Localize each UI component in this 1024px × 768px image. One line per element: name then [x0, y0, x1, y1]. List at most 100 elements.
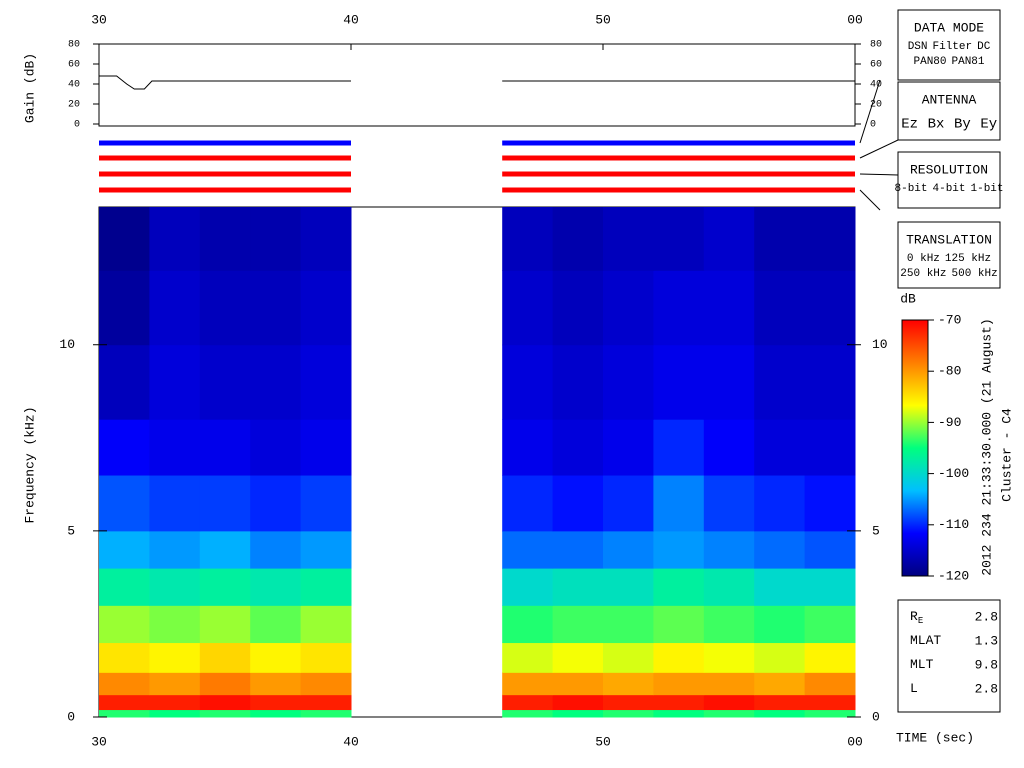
heatmap-cell [149, 207, 201, 271]
heatmap-cell [552, 694, 604, 711]
heatmap-cell [250, 568, 302, 606]
mode-bar [99, 187, 351, 193]
x-tick-label: 00 [847, 12, 863, 27]
legend-title: TRANSLATION [906, 232, 992, 247]
heatmap-cell [149, 530, 201, 569]
ephemeris-sub: E [918, 616, 923, 626]
legend-item: Bx [928, 117, 945, 133]
mode-bar [99, 140, 351, 146]
x-tick-label: 30 [91, 12, 107, 27]
heatmap-cell [199, 530, 251, 569]
ephemeris-value: 2.8 [975, 681, 998, 696]
heatmap-cell [603, 694, 654, 711]
frequency-axis-label: Frequency (kHz) [22, 406, 37, 523]
heatmap-cell [250, 419, 302, 476]
heatmap-cell [502, 709, 554, 718]
heatmap-cell [552, 207, 604, 271]
legend-item: DSN [908, 41, 928, 53]
heatmap-cell [149, 694, 201, 711]
heatmap-cell [603, 642, 654, 673]
heatmap-cell [300, 672, 352, 696]
heatmap-cell [199, 642, 251, 673]
mode-bar [502, 187, 855, 193]
heatmap-cell [653, 694, 705, 711]
heatmap-cell [99, 344, 150, 420]
heatmap-cell [199, 207, 251, 271]
heatmap-cell [99, 270, 150, 346]
heatmap-cell [199, 709, 251, 718]
arrow [859, 139, 899, 159]
heatmap-cell [754, 709, 806, 718]
heatmap-cell [552, 475, 604, 532]
heatmap-cell [653, 475, 705, 532]
legend-item: 250 kHz [900, 268, 946, 280]
arrow [859, 173, 899, 176]
heatmap-cell [552, 419, 604, 476]
heatmap-cell [653, 605, 705, 644]
heatmap-cell [149, 419, 201, 476]
heatmap-cell [300, 419, 352, 476]
legend-item: PAN81 [952, 56, 985, 68]
heatmap-cell [502, 694, 554, 711]
gain-tick-label: 80 [870, 40, 882, 51]
gain-tick-label: 0 [74, 120, 80, 131]
heatmap-cell [250, 530, 302, 569]
heatmap-cell [552, 709, 604, 718]
caption: Cluster - C4 [999, 408, 1014, 502]
colorbar [901, 319, 929, 577]
heatmap-cell [99, 709, 150, 718]
heatmap-cell [804, 605, 856, 644]
legend-box [897, 81, 1001, 141]
mode-bar [99, 171, 351, 177]
heatmap-cell [199, 694, 251, 711]
x-tick-label: 30 [91, 734, 107, 749]
heatmap-cell [703, 530, 755, 569]
heatmap-cell [502, 605, 554, 644]
heatmap-cell [653, 568, 705, 606]
heatmap-cell [199, 672, 251, 696]
heatmap-cell [804, 207, 856, 271]
legend-item: 0 kHz [907, 253, 940, 265]
heatmap-cell [653, 207, 705, 271]
heatmap-cell [300, 530, 352, 569]
arrow [859, 189, 881, 211]
heatmap-cell [99, 605, 150, 644]
heatmap-cell [149, 709, 201, 718]
freq-tick-label: 0 [872, 709, 880, 724]
heatmap-cell [502, 642, 554, 673]
heatmap-cell [653, 642, 705, 673]
heatmap-cell [552, 672, 604, 696]
gain-tick-label: 0 [870, 120, 876, 131]
legend-box [897, 151, 1001, 209]
gain-tick-label: 80 [68, 40, 80, 51]
heatmap-cell [603, 270, 654, 346]
heatmap-cell [703, 207, 755, 271]
heatmap-cell [99, 672, 150, 696]
heatmap-cell [653, 530, 705, 569]
heatmap-cell [300, 270, 352, 346]
heatmap-cell [603, 709, 654, 718]
heatmap-cell [754, 207, 806, 271]
heatmap-cell [502, 344, 554, 420]
heatmap-cell [552, 642, 604, 673]
x-tick-label: 00 [847, 734, 863, 749]
heatmap-cell [99, 568, 150, 606]
heatmap-cell [703, 419, 755, 476]
heatmap-cell [754, 530, 806, 569]
heatmap-cell [552, 568, 604, 606]
legend-item: Ez [901, 117, 918, 133]
heatmap-cell [149, 475, 201, 532]
heatmap-cell [199, 344, 251, 420]
heatmap-cell [502, 207, 554, 271]
legend-item: DC [977, 41, 991, 53]
heatmap-cell [653, 419, 705, 476]
heatmap-cell [149, 344, 201, 420]
ephemeris-label: MLAT [910, 633, 941, 648]
heatmap-cell [804, 694, 856, 711]
heatmap-cell [703, 568, 755, 606]
heatmap-cell [754, 475, 806, 532]
heatmap-cell [99, 419, 150, 476]
heatmap-cell [603, 672, 654, 696]
